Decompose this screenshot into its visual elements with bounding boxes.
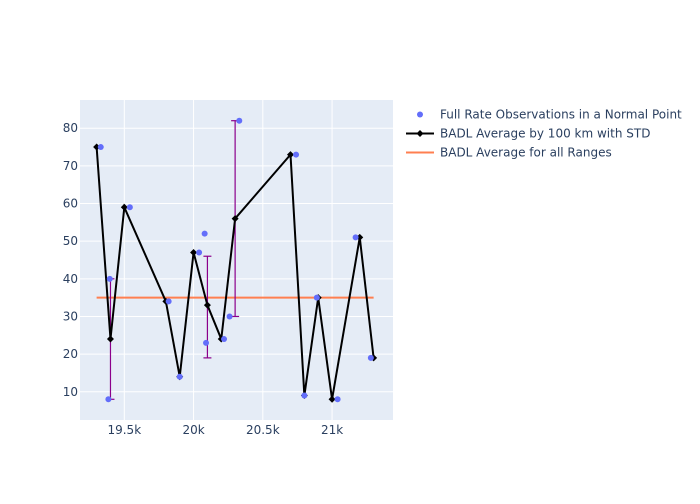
observation-point	[105, 396, 112, 403]
observation-point	[352, 234, 359, 241]
observation-point	[301, 392, 308, 399]
legend-label: BADL Average by 100 km with STD	[440, 127, 650, 141]
y-tick-label: 50	[63, 234, 78, 248]
observation-point	[106, 275, 113, 282]
observation-point	[221, 336, 228, 343]
x-tick-label: 20.5k	[246, 423, 280, 437]
average-marker	[287, 151, 295, 159]
legend-label: BADL Average for all Ranges	[440, 146, 612, 160]
observation-point	[293, 151, 300, 158]
observation-point	[201, 230, 208, 237]
plot-area	[80, 100, 393, 420]
average-marker	[120, 203, 128, 211]
y-tick-label: 20	[63, 347, 78, 361]
y-tick-label: 30	[63, 309, 78, 323]
y-axis: 10 20 30 40 50 60 70 80	[63, 121, 78, 399]
y-tick-label: 10	[63, 385, 78, 399]
observation-point	[126, 204, 133, 211]
y-tick-label: 70	[63, 159, 78, 173]
observation-point	[367, 354, 374, 361]
legend-marker-observations	[417, 111, 423, 118]
observation-point	[203, 339, 210, 346]
average-marker	[231, 215, 239, 223]
observation-point	[334, 396, 341, 403]
y-tick-label: 60	[63, 197, 78, 211]
x-tick-label: 20k	[182, 423, 204, 437]
legend-marker-average	[416, 130, 424, 137]
observation-point	[313, 294, 320, 301]
x-tick-label: 19.5k	[107, 423, 141, 437]
average-marker	[190, 248, 198, 256]
legend[interactable]: Full Rate Observations in a Normal Point…	[406, 108, 682, 160]
average-marker	[106, 335, 114, 343]
y-tick-label: 40	[63, 272, 78, 286]
observation-point	[176, 373, 183, 380]
observation-point	[165, 298, 172, 305]
observation-points-layer	[97, 117, 374, 403]
x-tick-label: 21k	[321, 423, 343, 437]
y-tick-label: 80	[63, 121, 78, 135]
x-axis: 19.5k 20k 20.5k 21k	[107, 423, 343, 437]
average-marker	[328, 395, 336, 403]
legend-label: Full Rate Observations in a Normal Point	[440, 108, 682, 122]
observation-point	[236, 117, 243, 124]
observation-point	[97, 144, 104, 151]
average-marker	[203, 301, 211, 309]
observation-point	[196, 249, 203, 256]
observation-point	[226, 313, 233, 320]
